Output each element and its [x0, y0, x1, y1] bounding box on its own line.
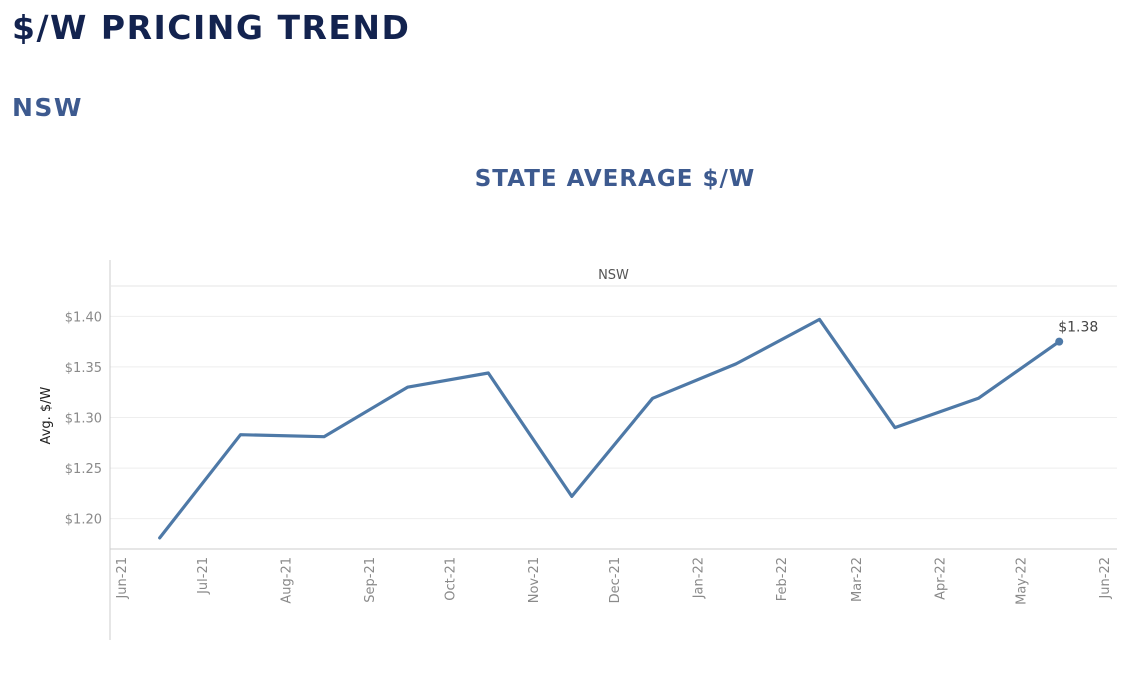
x-tick-label: Jul-21 [196, 557, 211, 595]
data-point [734, 362, 738, 366]
x-tick-label: Aug-21 [279, 557, 294, 604]
y-tick-label: $1.30 [65, 412, 102, 427]
x-tick-label: Mar-22 [850, 557, 865, 602]
y-tick-labels: $1.20 $1.25 $1.30 $1.35 $1.40 [65, 310, 102, 527]
data-point [818, 317, 822, 321]
data-point [158, 536, 162, 540]
x-tick-label: Sep-21 [363, 557, 378, 603]
series-points [158, 317, 1062, 539]
data-point [893, 426, 897, 430]
gridlines [110, 315, 1117, 520]
data-point [405, 385, 409, 389]
x-tick-label: May-22 [1015, 557, 1030, 605]
data-point [976, 396, 980, 400]
data-point [322, 435, 326, 439]
chart-title: STATE AVERAGE $/W [474, 166, 756, 192]
end-point-marker [1055, 337, 1064, 346]
x-tick-label: Jun-21 [115, 557, 130, 600]
panel-label: NSW [598, 268, 629, 283]
x-tick-label: Jan-22 [691, 557, 706, 599]
x-tick-label: Oct-21 [444, 557, 459, 601]
x-tick-label: Nov-21 [527, 557, 542, 603]
page-title: $/W PRICING TREND [12, 8, 411, 47]
data-point [570, 494, 574, 498]
y-tick-label: $1.20 [65, 513, 102, 528]
y-axis-label: Avg. $/W [39, 386, 54, 444]
data-point [486, 371, 490, 375]
data-point [651, 396, 655, 400]
x-tick-label: Apr-22 [934, 557, 949, 600]
y-tick-label: $1.25 [65, 462, 102, 477]
series-line [158, 317, 1061, 540]
data-point [238, 433, 242, 437]
end-value-label: $1.38 [1058, 320, 1098, 336]
x-tick-label: Jun-22 [1098, 557, 1113, 600]
x-tick-label: Feb-22 [775, 557, 790, 601]
section-title: NSW [12, 93, 84, 122]
y-tick-label: $1.35 [65, 361, 102, 376]
y-tick-label: $1.40 [65, 310, 102, 325]
x-tick-labels: Jun-21 Jul-21 Aug-21 Sep-21 Oct-21 Nov-21 Dec-… [115, 557, 1113, 605]
x-tick-label: Dec-21 [608, 557, 623, 603]
